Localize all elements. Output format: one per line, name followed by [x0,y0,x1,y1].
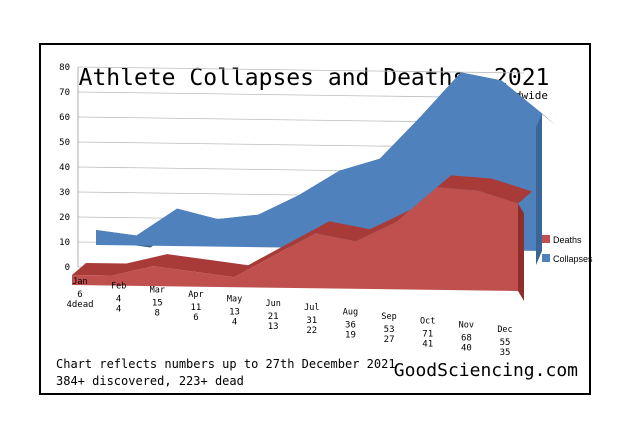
legend: Deaths Collapses [542,235,593,264]
y-tick-label: 60 [59,113,70,123]
y-axis-ticks: 0 10 20 30 40 50 60 70 80 [59,63,70,273]
legend-swatch-collapses [542,254,550,262]
collapses-value-label: 21 [268,312,279,322]
x-tick-label: Nov [459,321,474,331]
x-tick-label: Oct [420,316,435,326]
x-tick-label: Dec [497,325,512,335]
deaths-value-label: 19 [345,331,356,341]
footer-note-line2: 384+ discovered, 223+ dead [56,374,244,388]
collapses-value-label: 4 [116,294,121,304]
y-tick-label: 50 [59,138,70,148]
collapses-area-side [536,113,542,265]
x-tick-label: Jun [266,299,281,309]
y-tick-label: 70 [59,88,70,98]
collapses-value-label: 31 [306,316,317,326]
deaths-value-label: 4dead [66,300,93,310]
legend-swatch-deaths [542,235,550,243]
collapses-value-label: 55 [500,338,511,348]
collapses-value-label: 13 [229,307,240,317]
collapses-value-label: 11 [190,303,201,313]
x-tick-label: Sep [381,312,396,322]
collapses-value-label: 6 [77,290,82,300]
deaths-value-label: 35 [500,348,511,358]
collapses-value-label: 71 [422,329,433,339]
y-tick-label: 20 [59,213,70,223]
deaths-value-label: 40 [461,344,472,354]
collapses-value-label: 53 [384,325,395,335]
deaths-value-label: 41 [422,339,433,349]
x-tick-label: Mar [150,286,165,296]
x-tick-label: Feb [111,281,126,291]
legend-label-collapses: Collapses [553,254,593,264]
y-tick-label: 10 [59,238,70,248]
y-tick-label: 30 [59,188,70,198]
footer-brand: GoodSciencing.com [394,360,578,381]
y-tick-label: 40 [59,163,70,173]
x-tick-label: Apr [188,290,203,300]
x-tick-label: May [227,294,242,304]
deaths-value-label: 8 [155,309,160,319]
plot-areas [72,72,556,301]
y-tick-label: 0 [65,263,70,273]
x-tick-label: Jan [72,277,87,287]
value-labels: 64dead4415811613421133122361953277141684… [66,290,510,358]
legend-label-deaths: Deaths [553,235,582,245]
footer-note-line1: Chart reflects numbers up to 27th Decemb… [56,357,396,371]
deaths-value-label: 27 [384,335,395,345]
x-tick-label: Aug [343,308,358,318]
deaths-area-side [518,203,524,301]
deaths-value-label: 22 [306,326,317,336]
deaths-area-top [72,175,532,278]
y-tick-label: 80 [59,63,70,73]
x-axis-labels: Jan Feb Mar Apr May Jun Jul Aug Sep Oct Nov Dec [72,277,512,335]
deaths-value-label: 13 [268,322,279,332]
collapses-value-label: 15 [152,299,163,309]
collapses-value-label: 68 [461,334,472,344]
collapses-value-label: 36 [345,321,356,331]
deaths-value-label: 6 [193,313,198,323]
gridline [77,66,525,74]
deaths-value-label: 4 [116,304,121,314]
deaths-value-label: 4 [232,317,237,327]
x-tick-label: Jul [304,303,319,313]
deaths-area [72,187,518,291]
